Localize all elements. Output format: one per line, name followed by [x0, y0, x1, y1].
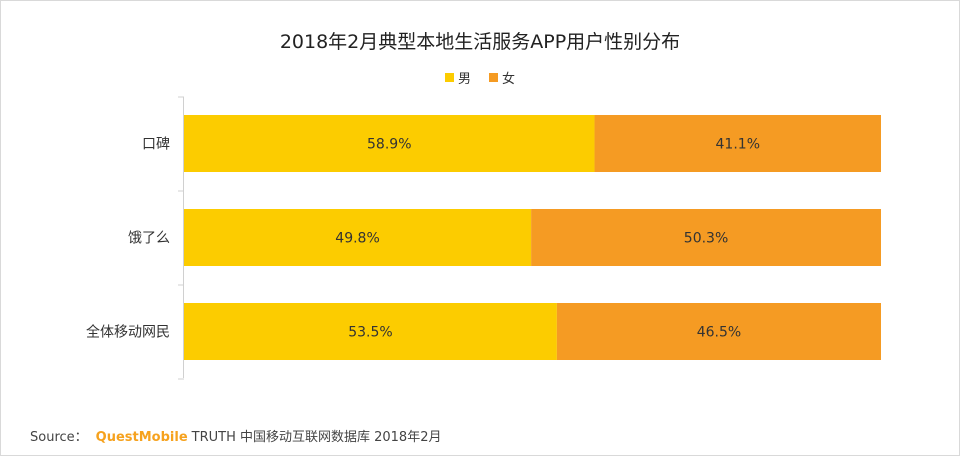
bar-segment-female — [556, 303, 881, 360]
bar-segment-male — [184, 209, 532, 266]
category-label: 全体移动网民 — [86, 324, 170, 341]
data-label: 49.8% — [335, 231, 379, 247]
data-label: 46.5% — [697, 325, 741, 341]
legend-swatch-male — [444, 73, 454, 82]
legend-swatch-female — [489, 73, 498, 82]
data-label: 50.3% — [684, 231, 728, 247]
bar-segment-female — [594, 115, 881, 172]
bar-segment-male — [184, 115, 595, 172]
legend-item-male: 男 — [444, 68, 471, 87]
bar-segment-male — [184, 303, 557, 360]
chart-legend: 男 女 — [0, 68, 960, 87]
source-text: TRUTH 中国移动互联网数据库 2018年2月 — [191, 430, 442, 445]
category-label: 饿了么 — [128, 231, 170, 247]
data-label: 53.5% — [348, 325, 392, 341]
legend-item-female: 女 — [489, 68, 515, 87]
data-label: 41.1% — [716, 137, 760, 153]
source-note: Source： QuestMobile TRUTH 中国移动互联网数据库 2018年… — [30, 426, 441, 445]
data-label: 58.9% — [367, 137, 411, 153]
bar-segment-female — [531, 209, 881, 266]
source-brand: QuestMobile — [95, 430, 188, 445]
legend-label-female: 女 — [502, 72, 516, 87]
category-label: 口碑 — [142, 137, 170, 153]
chart-title: 2018年2月典型本地生活服务APP用户性别分布 — [279, 31, 681, 53]
source-label: Source： — [30, 430, 88, 445]
legend-label-male: 男 — [457, 72, 471, 87]
